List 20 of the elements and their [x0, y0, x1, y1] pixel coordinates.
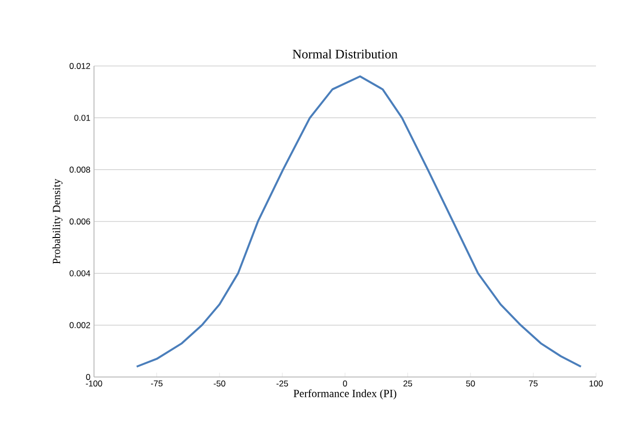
y-axis-title: Probability Density	[52, 178, 62, 264]
y-tick-label: 0.006	[70, 218, 90, 224]
x-tick-label: 100	[590, 380, 603, 386]
x-tick-label: 0	[342, 380, 348, 386]
y-tick-label: 0.01	[74, 114, 90, 121]
y-tick-label: 0.012	[70, 62, 90, 69]
chart-title: Normal Distribution	[292, 49, 398, 58]
line-series	[136, 75, 582, 368]
x-tick-label: 75	[528, 380, 538, 386]
y-tick-label: 0.004	[70, 270, 90, 276]
x-axis-title: Performance Index (PI)	[294, 389, 396, 400]
x-tick-label: 50	[466, 380, 475, 386]
x-tick-label: -50	[214, 380, 226, 386]
y-tick-label: 0.002	[70, 322, 90, 328]
x-tick-label: -75	[151, 380, 163, 386]
y-tick-label: 0.008	[70, 166, 90, 173]
y-tick-label: 0	[86, 374, 90, 380]
x-tick-label: 25	[403, 380, 412, 386]
x-tick-label: -100	[86, 380, 102, 386]
x-tick-label: -25	[276, 380, 288, 386]
